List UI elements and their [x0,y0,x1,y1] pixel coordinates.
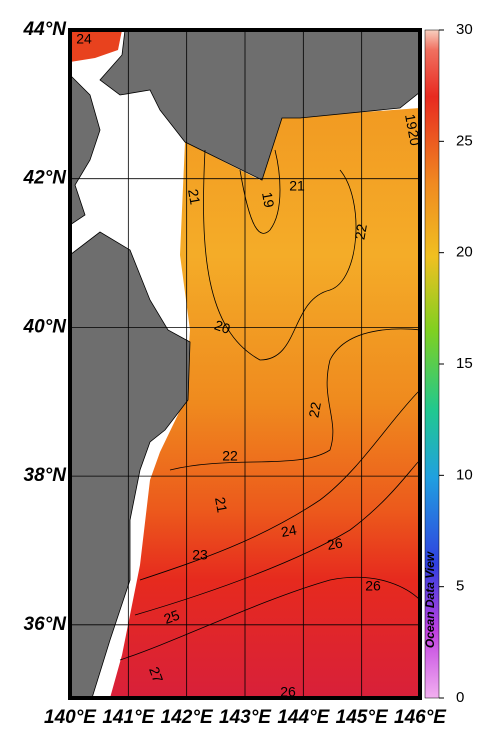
lon-label: 140°E [44,707,97,728]
watermark: Ocean Data View [423,551,437,648]
lon-label: 144°E [277,707,330,728]
colorbar-tick-label: 30 [456,21,473,38]
contour-label: 23 [192,547,208,563]
lon-label: 143°E [219,707,272,728]
sea-surface-north [70,30,122,62]
land-hokkaido [99,29,421,181]
lat-label: 44°N [23,19,68,40]
contour-label: 19 [402,113,420,131]
colorbar-tick-label: 25 [456,132,473,149]
lat-label: 36°N [24,614,68,635]
contour-label: 24 [280,521,298,539]
contour-label: 25 [162,607,182,627]
lat-label: 38°N [24,465,68,486]
lat-label: 40°N [23,316,68,337]
contour-label: 20 [212,317,232,337]
contour-label: 21 [185,188,203,206]
contour-label: 22 [351,223,369,241]
contour-label: 27 [146,665,166,685]
contour-label: 22 [305,401,323,419]
contour-label: 19 [259,191,277,209]
contour-lines [119,149,421,661]
map-frame [68,28,422,700]
contour-label: 26 [326,534,344,552]
lat-label: 42°N [23,168,68,189]
contour-label: 20 [405,129,423,147]
contour-label: 24 [76,31,92,47]
land-honshu [69,231,191,699]
colorbar-tick-label: 0 [456,689,464,706]
lon-label: 142°E [161,707,214,728]
land-islands [69,74,101,226]
colorbar-tick-label: 20 [456,244,473,261]
contour-label: 21 [289,178,305,194]
lon-label: 141°E [102,707,155,728]
contour-label: 26 [280,684,296,700]
lon-label: 146°E [394,707,447,728]
sea-surface [110,108,420,698]
contour-label: 26 [365,578,381,594]
contour-label: 21 [212,496,230,514]
colorbar-tick-label: 15 [456,355,473,372]
lon-label: 145°E [336,707,389,728]
colorbar-tick-label: 10 [456,466,473,483]
contour-label: 22 [222,448,238,464]
colorbar-tick-label: 5 [456,578,464,595]
